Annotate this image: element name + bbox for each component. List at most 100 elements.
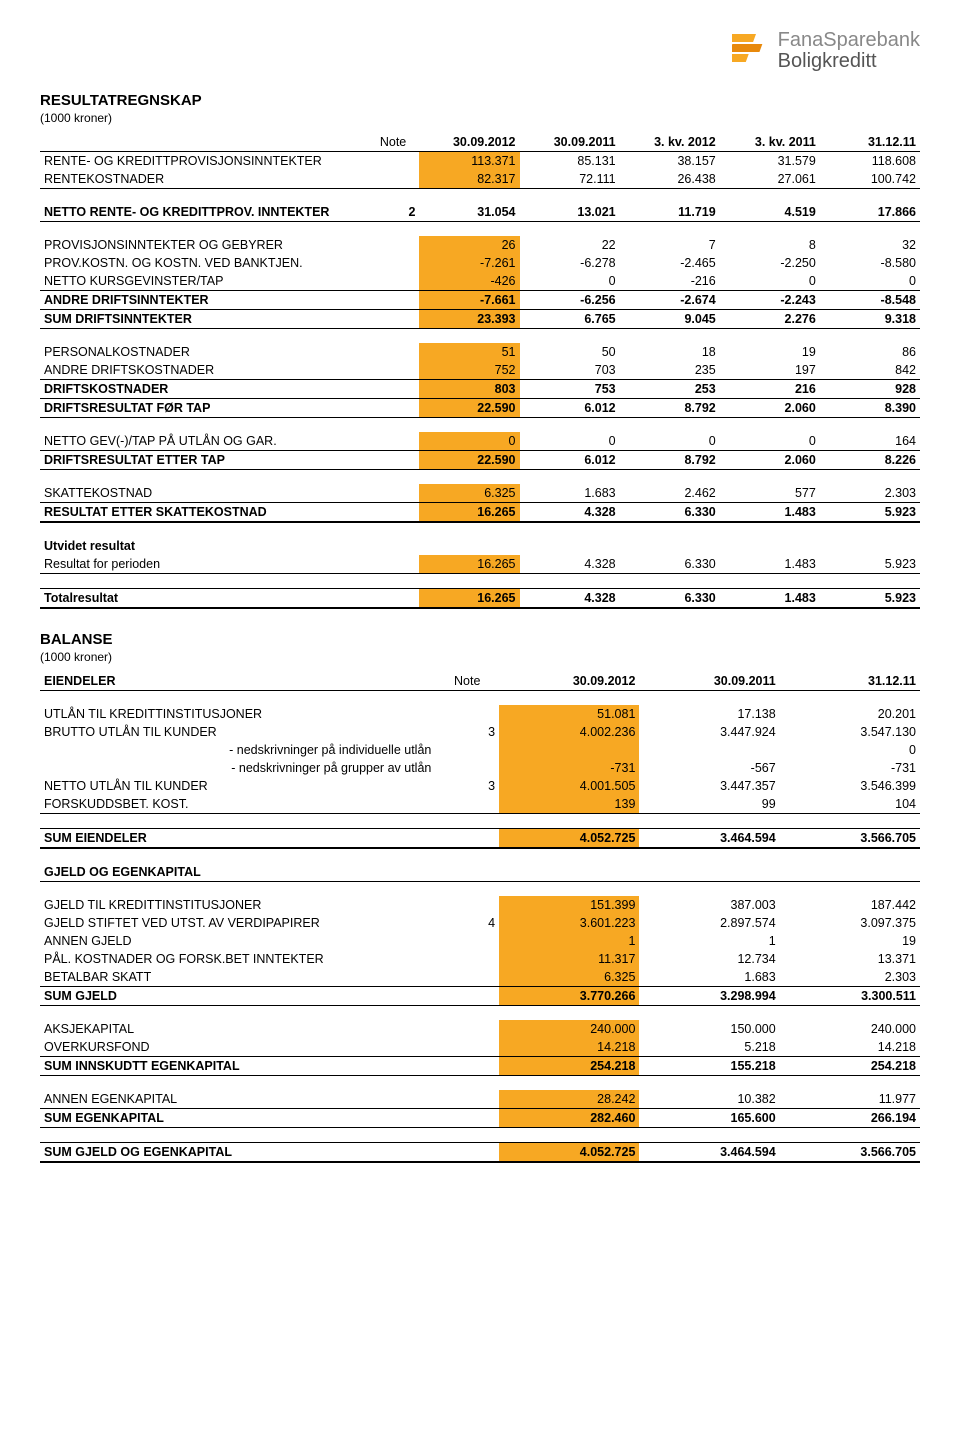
cell-value: -8.580 bbox=[820, 254, 920, 272]
table-row: - nedskrivninger på individuelle utlån 0 bbox=[40, 741, 920, 759]
cell-value: -731 bbox=[499, 759, 639, 777]
brand-line1: FanaSparebank bbox=[778, 30, 920, 51]
cell-value: 3.770.266 bbox=[499, 987, 639, 1006]
row-note bbox=[367, 272, 420, 291]
cell-value: 72.111 bbox=[520, 170, 620, 189]
cell-value: 0 bbox=[780, 741, 920, 759]
row-note bbox=[367, 236, 420, 254]
cell-value: 0 bbox=[620, 432, 720, 451]
row-note bbox=[367, 399, 420, 418]
row-note bbox=[435, 950, 499, 968]
row-note bbox=[367, 170, 420, 189]
cell-value: 5.218 bbox=[639, 1038, 779, 1057]
cell-value bbox=[499, 741, 639, 759]
row-label: SUM DRIFTSINNTEKTER bbox=[40, 310, 367, 329]
cell-value: 26 bbox=[419, 236, 519, 254]
cell-value: 2.060 bbox=[720, 451, 820, 470]
cell-value: 12.734 bbox=[639, 950, 779, 968]
row-note bbox=[367, 503, 420, 523]
cell-value: 3.447.924 bbox=[639, 723, 779, 741]
cell-value: 150.000 bbox=[639, 1020, 779, 1038]
table-row: RESULTAT ETTER SKATTEKOSTNAD16.2654.3286… bbox=[40, 503, 920, 523]
row-label: NETTO UTLÅN TIL KUNDER bbox=[40, 777, 435, 795]
cell-value: 1.683 bbox=[520, 484, 620, 503]
cell-value: 3.601.223 bbox=[499, 914, 639, 932]
row-label: RENTEKOSTNADER bbox=[40, 170, 367, 189]
row-label: Utvidet resultat bbox=[40, 537, 367, 555]
cell-value: 11.977 bbox=[780, 1090, 920, 1109]
cell-value: 28.242 bbox=[499, 1090, 639, 1109]
cell-value: 139 bbox=[499, 795, 639, 814]
table-row: SUM GJELD OG EGENKAPITAL4.052.7253.464.5… bbox=[40, 1143, 920, 1163]
col-2: 30.09.2011 bbox=[639, 672, 779, 691]
cell-value: 6.012 bbox=[520, 399, 620, 418]
cell-value: 5.923 bbox=[820, 555, 920, 574]
row-label: Totalresultat bbox=[40, 589, 367, 609]
col-3: 3. kv. 2012 bbox=[620, 133, 720, 152]
table-row: PÅL. KOSTNADER OG FORSK.BET INNTEKTER11.… bbox=[40, 950, 920, 968]
row-label: GJELD STIFTET VED UTST. AV VERDIPAPIRER bbox=[40, 914, 435, 932]
row-note bbox=[367, 152, 420, 171]
row-note bbox=[435, 1143, 499, 1163]
row-note bbox=[367, 254, 420, 272]
cell-value: 4.002.236 bbox=[499, 723, 639, 741]
cell-value: 113.371 bbox=[419, 152, 519, 171]
row-label: SUM EGENKAPITAL bbox=[40, 1109, 435, 1128]
cell-value: 18 bbox=[620, 343, 720, 361]
cell-value: 4.052.725 bbox=[499, 1143, 639, 1163]
cell-value: 14.218 bbox=[780, 1038, 920, 1057]
row-note bbox=[435, 829, 499, 849]
row-label: - nedskrivninger på individuelle utlån bbox=[40, 741, 435, 759]
cell-value: 240.000 bbox=[499, 1020, 639, 1038]
cell-value: 703 bbox=[520, 361, 620, 380]
cell-value: 16.265 bbox=[419, 503, 519, 523]
cell-value: 6.330 bbox=[620, 503, 720, 523]
cell-value: 8 bbox=[720, 236, 820, 254]
table-row: ANDRE DRIFTSKOSTNADER752703235197842 bbox=[40, 361, 920, 380]
col-1: 30.09.2012 bbox=[419, 133, 519, 152]
table-row: NETTO UTLÅN TIL KUNDER34.001.5053.447.35… bbox=[40, 777, 920, 795]
cell-value: 6.325 bbox=[419, 484, 519, 503]
row-note bbox=[367, 432, 420, 451]
liab-section: GJELD OG EGENKAPITAL bbox=[40, 863, 435, 882]
balance-header-row: EIENDELER Note 30.09.2012 30.09.2011 31.… bbox=[40, 672, 920, 691]
cell-value: 0 bbox=[520, 272, 620, 291]
table-row: RENTEKOSTNADER82.31772.11126.43827.06110… bbox=[40, 170, 920, 189]
cell-value: 4.328 bbox=[520, 589, 620, 609]
cell-value: 51.081 bbox=[499, 705, 639, 723]
row-label: NETTO RENTE- OG KREDITTPROV. INNTEKTER bbox=[40, 203, 367, 222]
cell-value: 6.330 bbox=[620, 555, 720, 574]
row-note: 2 bbox=[367, 203, 420, 222]
cell-value: 1 bbox=[639, 932, 779, 950]
table-row: PROVISJONSINNTEKTER OG GEBYRER26227832 bbox=[40, 236, 920, 254]
cell-value: -2.243 bbox=[720, 291, 820, 310]
cell-value: 51 bbox=[419, 343, 519, 361]
cell-value: 4.328 bbox=[520, 503, 620, 523]
table-row: SUM EIENDELER4.052.7253.464.5943.566.705 bbox=[40, 829, 920, 849]
cell-value: -426 bbox=[419, 272, 519, 291]
cell-value: 164 bbox=[820, 432, 920, 451]
cell-value bbox=[639, 741, 779, 759]
cell-value: 577 bbox=[720, 484, 820, 503]
table-row: DRIFTSRESULTAT FØR TAP22.5906.0128.7922.… bbox=[40, 399, 920, 418]
cell-value: 3.547.130 bbox=[780, 723, 920, 741]
cell-value: -7.661 bbox=[419, 291, 519, 310]
cell-value: 4.052.725 bbox=[499, 829, 639, 849]
row-note bbox=[367, 589, 420, 609]
row-label: RENTE- OG KREDITTPROVISJONSINNTEKTER bbox=[40, 152, 367, 171]
row-label: DRIFTSKOSTNADER bbox=[40, 380, 367, 399]
table-row: - nedskrivninger på grupper av utlån-731… bbox=[40, 759, 920, 777]
cell-value bbox=[820, 537, 920, 555]
row-note bbox=[367, 484, 420, 503]
cell-value: 26.438 bbox=[620, 170, 720, 189]
row-label: SUM EIENDELER bbox=[40, 829, 435, 849]
cell-value: 0 bbox=[720, 272, 820, 291]
income-title: RESULTATREGNSKAP bbox=[40, 92, 920, 109]
col-4: 3. kv. 2011 bbox=[720, 133, 820, 152]
cell-value: 235 bbox=[620, 361, 720, 380]
cell-value: 2.303 bbox=[820, 484, 920, 503]
row-note bbox=[367, 555, 420, 574]
cell-value: -567 bbox=[639, 759, 779, 777]
cell-value: 2.897.574 bbox=[639, 914, 779, 932]
row-label: ANNEN EGENKAPITAL bbox=[40, 1090, 435, 1109]
